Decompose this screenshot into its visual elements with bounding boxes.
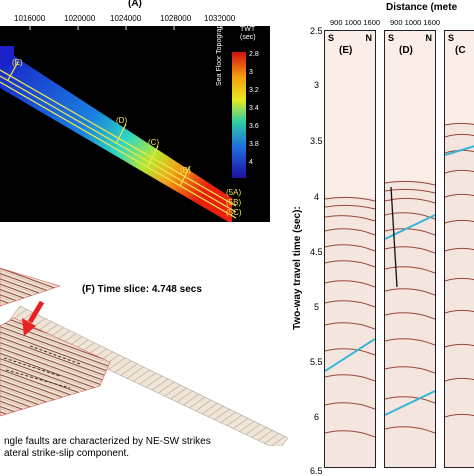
panel-e-label: (E) (339, 45, 353, 56)
colorbar-tick: 3 (249, 69, 253, 76)
panel-d-blue-horizon-lower (385, 390, 435, 416)
caption-line-1: ngle faults are characterized by NE-SW s… (4, 436, 211, 447)
x-tick: 1020000 (64, 14, 96, 23)
panel-a-map: (E) (D) (C) (B) (5A) (5B) (5C) TWT (sec)… (0, 17, 270, 224)
panel-f-title: (F) Time slice: 4.748 secs (82, 284, 202, 295)
colorbar-tick: 3.8 (249, 141, 259, 148)
panel-e-section: S N (E) (324, 30, 376, 468)
panel-e-dir-s: S (328, 33, 335, 43)
topography-map (0, 26, 246, 224)
red-arrow (22, 300, 45, 336)
y-tick: 3.5 (310, 136, 323, 146)
y-tick: 6 (314, 412, 320, 422)
panel-c-blue-horizon (445, 145, 474, 156)
x-tick: 1032000 (204, 14, 236, 23)
y-tick: 4.5 (310, 247, 323, 257)
y-axis-label: Two-way travel time (sec): (292, 206, 303, 330)
panel-c-dir-s: S (448, 33, 455, 43)
line-label-c: (C) (148, 138, 160, 147)
panel-d-dir-n: N (425, 33, 433, 43)
profile-lines (0, 61, 237, 219)
y-tick: 5.5 (310, 357, 323, 367)
panel-d-fault (390, 186, 398, 288)
line-label-e: (E) (12, 58, 23, 67)
colorbar-tick: 4 (249, 159, 253, 166)
panel-d-label: (D) (399, 45, 413, 56)
panel-c-label: (C (455, 45, 466, 56)
line-label-d: (D) (116, 116, 128, 125)
line-label-5b: (5B) (226, 198, 242, 207)
panel-e-blue-horizon (325, 338, 375, 372)
y-tick: 3 (314, 80, 320, 90)
distance-title: Distance (mete (386, 2, 458, 13)
colorbar-tick: 3.2 (249, 87, 259, 94)
line-label-5c: (5C) (226, 208, 242, 217)
colorbar-label: Sea Floor Topography (216, 17, 223, 86)
panel-c-reflectors (445, 122, 474, 418)
x-tick: 1028000 (160, 14, 192, 23)
caption-line-2: ateral strike-slip component. (4, 448, 130, 459)
line-label-5a: (5A) (226, 188, 242, 197)
y-tick: 2.5 (310, 26, 323, 36)
y-tick: 6.5 (310, 466, 323, 476)
colorbar-ticks: 2.8 3 3.2 3.4 3.6 3.8 4 (249, 46, 269, 172)
panel-d-dist-ticks: 900 1000 1600 (390, 18, 441, 27)
panel-f-title-text: (F) Time slice: 4.748 secs (82, 284, 202, 295)
panel-a-x-axis: 1016000 1020000 1024000 1028000 1032000 (0, 14, 270, 26)
panel-d-dir-s: S (388, 33, 395, 43)
x-tick: 1016000 (14, 14, 46, 23)
time-slice-strip-long (7, 305, 289, 446)
y-tick: 5 (314, 302, 320, 312)
panel-c-section: S (C (444, 30, 474, 468)
time-slice-strip-upper (0, 267, 61, 307)
panel-e-dist-ticks: 900 1000 1600 (330, 18, 381, 27)
colorbar-tick: 3.4 (249, 105, 259, 112)
colorbar-tick: 2.8 (249, 51, 259, 58)
time-slice-block (0, 317, 111, 417)
panel-e-dir-n: N (365, 33, 373, 43)
colorbar-tick: 3.6 (249, 123, 259, 130)
y-tick: 4 (314, 192, 320, 202)
panel-f-caption: ngle faults are characterized by NE-SW s… (4, 436, 211, 460)
survey-strip (0, 56, 232, 224)
panel-d-section: S N (D) (384, 30, 436, 468)
x-tick: 1024000 (110, 14, 142, 23)
colorbar-title: TWT (sec) (240, 26, 256, 41)
panel-e-reflectors (325, 196, 375, 438)
line-label-b: (B) (180, 166, 191, 175)
panel-f-time-slice (0, 267, 289, 446)
colorbar (232, 52, 246, 178)
panel-a-label: (A) (128, 0, 142, 9)
panel-d-reflectors (385, 180, 435, 434)
